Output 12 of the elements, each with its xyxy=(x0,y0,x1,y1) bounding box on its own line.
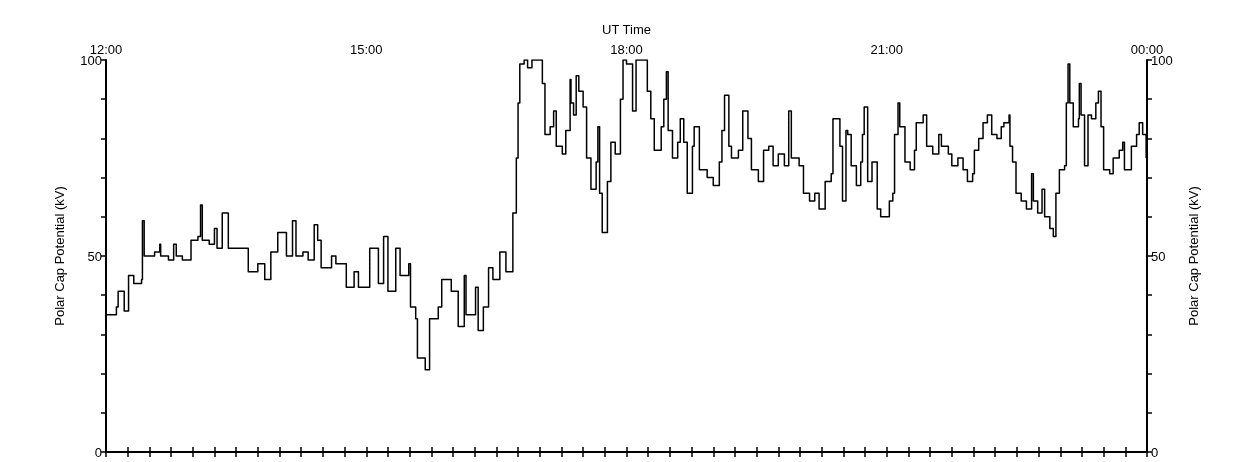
x-tick-label: 21:00 xyxy=(870,42,904,57)
y-tick-label: 0 xyxy=(94,444,102,460)
x-tick-label: 00:00 xyxy=(1130,42,1164,57)
x-tick-label: 15:00 xyxy=(349,42,383,57)
y2-axis-title: Polar Cap Potential (kV) xyxy=(1186,186,1201,326)
y2-tick-label: 50 xyxy=(1151,248,1166,264)
y-axis-title: Polar Cap Potential (kV) xyxy=(52,186,67,326)
x-axis-title: UT Time xyxy=(602,22,651,37)
x-tick-label: 12:00 xyxy=(89,42,123,57)
y-tick-label: 50 xyxy=(87,248,102,264)
y2-tick-label: 0 xyxy=(1151,444,1159,460)
x-tick-label: 18:00 xyxy=(610,42,643,57)
